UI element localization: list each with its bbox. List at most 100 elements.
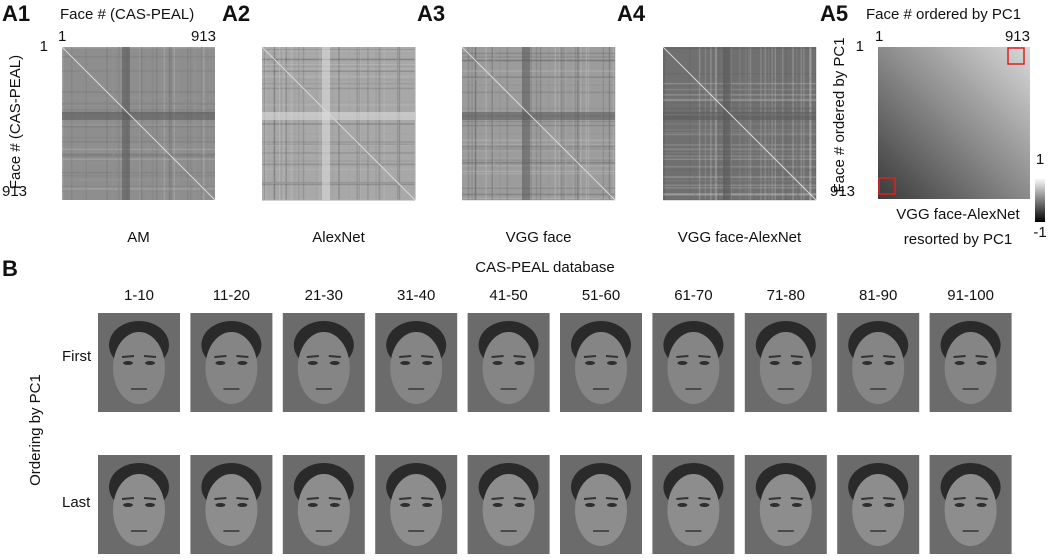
matrix-stripe	[663, 99, 816, 101]
eye	[145, 503, 155, 507]
matrix-stripe	[173, 47, 176, 200]
matrix-cross	[62, 112, 215, 120]
matrix-stripe	[62, 175, 215, 177]
matrix-stripe	[203, 47, 205, 200]
matrix-stripe	[200, 47, 203, 200]
matrix-stripe	[663, 187, 816, 189]
matrix-stripe	[474, 47, 476, 200]
matrix-stripe	[62, 190, 215, 192]
eye	[237, 361, 248, 365]
matrix-stripe	[663, 47, 665, 200]
matrix-stripe	[462, 56, 615, 58]
matrix-stripe	[278, 47, 281, 200]
matrix-stripe	[62, 158, 215, 161]
matrix-stripe	[262, 168, 415, 171]
column-label: 61-70	[674, 287, 712, 304]
eye	[769, 361, 780, 365]
eye	[422, 503, 433, 507]
column-label: 1-10	[124, 287, 154, 304]
matrix-stripe	[119, 47, 121, 200]
matrix-stripe	[62, 186, 215, 189]
matrix-stripe	[530, 47, 532, 200]
face	[944, 332, 997, 404]
matrix-stripe	[397, 47, 400, 200]
matrix-stripe	[577, 47, 580, 200]
axis-end: 913	[2, 183, 27, 200]
matrix-stripe	[462, 70, 615, 72]
brow	[121, 355, 135, 358]
matrix-stripe	[462, 199, 615, 201]
face	[575, 474, 627, 546]
matrix-stripe	[663, 107, 816, 109]
matrix-stripe	[262, 87, 415, 90]
eye	[607, 361, 617, 365]
face	[852, 332, 905, 404]
matrix-cross	[122, 47, 130, 200]
matrix-stripe	[494, 47, 496, 200]
matrix-stripe	[203, 47, 205, 200]
matrix-stripe	[663, 128, 816, 131]
matrix-stripe	[663, 158, 816, 161]
matrix-stripe	[663, 47, 816, 49]
face	[575, 332, 627, 404]
matrix-stripe	[62, 162, 215, 165]
matrix-stripe	[348, 47, 350, 200]
matrix-stripe	[785, 47, 787, 200]
matrix-stripe	[62, 103, 215, 106]
caption: resorted by PC1	[904, 231, 1012, 248]
matrix-stripe	[462, 159, 615, 161]
matrix-stripe	[663, 73, 816, 75]
colorbar-label: -1	[1033, 224, 1046, 241]
matrix-stripe	[170, 47, 172, 200]
matrix-stripe	[62, 190, 215, 193]
matrix-stripe	[396, 47, 399, 200]
matrix-stripe	[262, 70, 415, 72]
matrix-stripe	[572, 47, 575, 200]
eye	[699, 503, 710, 507]
row-label: First	[62, 348, 92, 365]
matrix-stripe	[166, 47, 169, 200]
matrix-stripe	[263, 47, 266, 200]
eye	[307, 361, 318, 365]
matrix-stripe	[493, 47, 495, 200]
eye	[400, 361, 411, 365]
eye	[699, 361, 710, 365]
matrix-stripe	[397, 47, 399, 200]
matrix-stripe	[378, 47, 380, 200]
matrix-stripe	[290, 47, 293, 200]
face	[667, 332, 720, 404]
matrix-stripe	[796, 47, 799, 200]
matrix-stripe	[663, 152, 816, 154]
eye	[492, 361, 503, 365]
caption: AM	[127, 229, 150, 246]
matrix-stripe	[474, 47, 477, 200]
eye	[677, 503, 688, 507]
eye	[976, 503, 987, 507]
matrix-stripe	[663, 148, 816, 150]
matrix-stripe	[62, 97, 215, 100]
axis-title: Face # (CAS-PEAL)	[7, 55, 24, 189]
column-label: 91-100	[947, 287, 994, 304]
matrix-stripe	[397, 47, 399, 200]
eye	[215, 503, 226, 507]
matrix-stripe	[375, 47, 377, 200]
matrix-stripe	[663, 155, 816, 157]
colorbar-label: 1	[1036, 151, 1044, 168]
brow	[143, 497, 157, 500]
axis-end: 913	[191, 28, 216, 45]
face	[205, 474, 258, 546]
matrix-stripe	[492, 47, 494, 200]
face	[390, 332, 443, 404]
matrix-stripe	[62, 47, 215, 49]
matrix-stripe	[771, 47, 773, 200]
matrix-stripe	[262, 104, 415, 106]
matrix-stripe	[205, 47, 207, 200]
column-label: 51-60	[582, 287, 620, 304]
matrix-stripe	[612, 47, 615, 200]
eye	[514, 503, 525, 507]
matrix-stripe	[663, 100, 816, 102]
matrix-stripe	[492, 47, 495, 200]
matrix-stripe	[262, 47, 415, 49]
matrix-stripe	[319, 47, 321, 200]
matrix-stripe	[262, 164, 415, 166]
